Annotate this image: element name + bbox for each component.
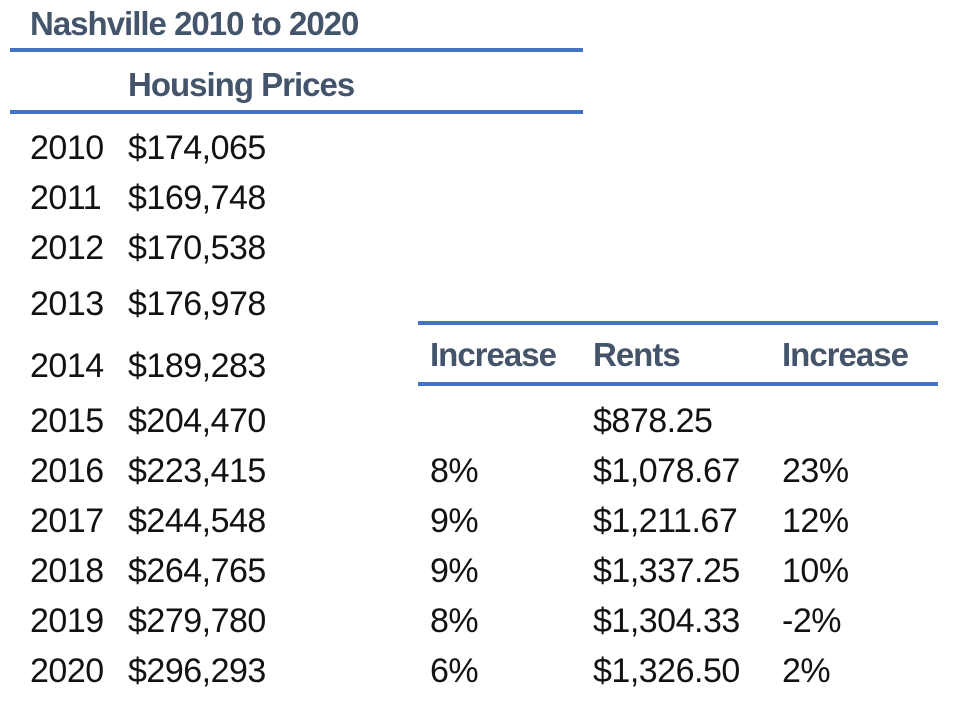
price-increase-cell: 8% bbox=[430, 602, 479, 640]
table-row: 2014 $189,283 bbox=[0, 341, 960, 391]
rent-increase-cell bbox=[782, 223, 960, 273]
price-increase-cell bbox=[430, 123, 593, 173]
price-increase-cell bbox=[430, 279, 593, 329]
page-title: Nashville 2010 to 2020 bbox=[30, 5, 359, 42]
price-increase-cell: 9% bbox=[430, 552, 479, 590]
price-cell: $189,283 bbox=[128, 347, 266, 385]
rents-header-bottom-line bbox=[418, 382, 938, 386]
price-increase-cell bbox=[430, 341, 593, 391]
rent-cell: $1,337.25 bbox=[593, 552, 740, 590]
year-cell: 2014 bbox=[30, 347, 104, 385]
column-header-rents: Rents bbox=[593, 336, 681, 373]
price-increase-cell: 8% bbox=[430, 452, 479, 490]
rent-cell bbox=[593, 223, 782, 273]
price-cell: $169,748 bbox=[128, 179, 266, 217]
rents-table-header: Increase Rents Increase bbox=[418, 321, 938, 386]
year-cell: 2020 bbox=[30, 652, 104, 690]
price-cell: $244,548 bbox=[128, 502, 266, 540]
column-header-price-increase: Increase bbox=[430, 336, 557, 373]
rent-increase-cell: -2% bbox=[782, 602, 841, 640]
price-cell: $176,978 bbox=[128, 285, 266, 323]
price-cell: $296,293 bbox=[128, 652, 266, 690]
table-row: 2012 $170,538 bbox=[0, 223, 960, 273]
year-cell: 2011 bbox=[30, 179, 102, 217]
rent-cell bbox=[593, 341, 782, 391]
year-cell: 2016 bbox=[30, 452, 104, 490]
table-row: 2016 $223,415 8% $1,078.67 23% bbox=[0, 446, 960, 496]
title-underline bbox=[10, 48, 583, 52]
rents-header-row: Increase Rents Increase bbox=[418, 325, 938, 382]
rent-increase-cell: 10% bbox=[782, 552, 849, 590]
price-cell: $223,415 bbox=[128, 452, 266, 490]
rent-cell: $1,078.67 bbox=[593, 452, 740, 490]
data-rows: 2010 $174,065 2011 $169,748 2012 $170,53… bbox=[0, 123, 960, 696]
rent-increase-cell: 23% bbox=[782, 452, 849, 490]
price-cell: $204,470 bbox=[128, 402, 266, 440]
year-cell: 2017 bbox=[30, 502, 104, 540]
year-cell: 2018 bbox=[30, 552, 104, 590]
column-header-rent-increase: Increase bbox=[782, 336, 909, 373]
table-row: 2017 $244,548 9% $1,211.67 12% bbox=[0, 496, 960, 546]
table-row: 2010 $174,065 bbox=[0, 123, 960, 173]
rent-increase-cell bbox=[782, 341, 960, 391]
rent-cell: $878.25 bbox=[593, 402, 713, 440]
rent-increase-cell bbox=[782, 123, 960, 173]
price-cell: $264,765 bbox=[128, 552, 266, 590]
price-increase-cell bbox=[430, 396, 593, 446]
table-row: 2018 $264,765 9% $1,337.25 10% bbox=[0, 546, 960, 596]
rent-increase-cell bbox=[782, 279, 960, 329]
price-increase-cell bbox=[430, 173, 593, 223]
table-row: 2013 $176,978 bbox=[0, 279, 960, 329]
year-cell: 2012 bbox=[30, 229, 104, 267]
rent-cell bbox=[593, 173, 782, 223]
rent-increase-cell: 12% bbox=[782, 502, 849, 540]
table-row: 2019 $279,780 8% $1,304.33 -2% bbox=[0, 596, 960, 646]
price-increase-cell: 9% bbox=[430, 502, 479, 540]
price-cell: $170,538 bbox=[128, 229, 266, 267]
table-row: 2015 $204,470 $878.25 bbox=[0, 396, 960, 446]
rent-cell bbox=[593, 279, 782, 329]
housing-prices-header: Housing Prices bbox=[128, 66, 355, 103]
table-row: 2011 $169,748 bbox=[0, 173, 960, 223]
year-cell: 2019 bbox=[30, 602, 104, 640]
price-cell: $174,065 bbox=[128, 129, 266, 167]
rent-increase-cell: 2% bbox=[782, 652, 831, 690]
rent-cell: $1,304.33 bbox=[593, 602, 740, 640]
rent-cell: $1,211.67 bbox=[593, 502, 738, 540]
housing-prices-underline bbox=[10, 110, 583, 114]
table-row: 2020 $296,293 6% $1,326.50 2% bbox=[0, 646, 960, 696]
year-cell: 2013 bbox=[30, 285, 104, 323]
price-increase-cell bbox=[430, 223, 593, 273]
rents-header-top-line bbox=[418, 321, 938, 325]
rent-cell: $1,326.50 bbox=[593, 652, 740, 690]
rent-cell bbox=[593, 123, 782, 173]
rent-increase-cell bbox=[782, 396, 960, 446]
year-cell: 2015 bbox=[30, 402, 104, 440]
price-cell: $279,780 bbox=[128, 602, 266, 640]
rent-increase-cell bbox=[782, 173, 960, 223]
price-increase-cell: 6% bbox=[430, 652, 479, 690]
year-cell: 2010 bbox=[30, 129, 104, 167]
